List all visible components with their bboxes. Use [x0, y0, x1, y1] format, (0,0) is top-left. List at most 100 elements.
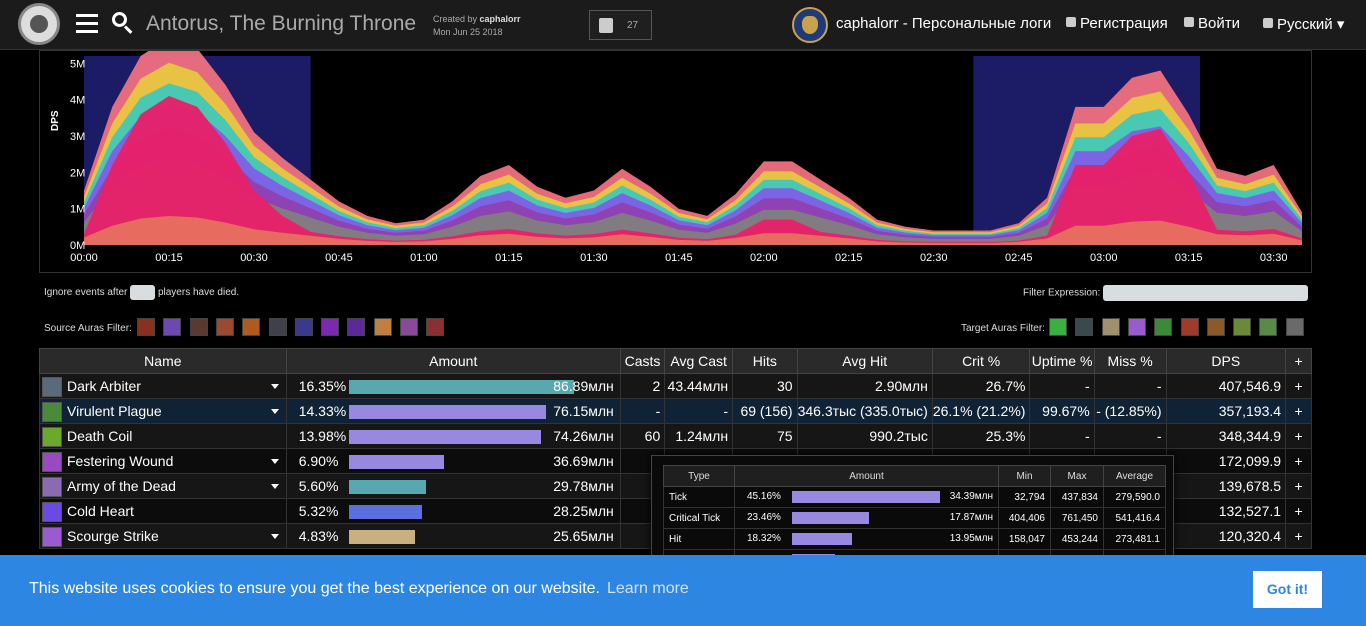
add-row-button[interactable]: +: [1285, 448, 1312, 474]
spell-name[interactable]: Death Coil: [67, 428, 133, 444]
spell-name[interactable]: Scourge Strike: [67, 528, 159, 544]
column-header[interactable]: Crit %: [931, 348, 1031, 374]
source-aura-icon[interactable]: [137, 318, 155, 336]
cookie-learn-more-link[interactable]: Learn more: [607, 580, 689, 597]
ignore-prefix: Ignore events after: [44, 287, 128, 299]
source-aura-icon[interactable]: [321, 318, 340, 336]
spell-name-cell[interactable]: Cold Heart: [39, 498, 287, 524]
source-aura-icon[interactable]: [347, 318, 366, 336]
amount-bar: [348, 505, 422, 519]
death-count-input[interactable]: [130, 285, 156, 300]
spell-name[interactable]: Army of the Dead: [67, 478, 176, 494]
x-tick-label: 00:00: [70, 252, 98, 264]
expand-caret-icon[interactable]: [270, 409, 279, 414]
expand-caret-icon[interactable]: [270, 459, 279, 464]
target-aura-icon[interactable]: [1206, 318, 1225, 336]
source-aura-icon[interactable]: [163, 318, 182, 336]
column-header[interactable]: Hits: [732, 348, 798, 374]
tooltip-amount-cell: 45.16% 34.39млн: [734, 486, 999, 508]
source-aura-icon[interactable]: [242, 318, 261, 336]
tooltip-max: 453,244: [1050, 528, 1104, 550]
spell-name-cell[interactable]: Scourge Strike: [39, 523, 287, 549]
uptime-cell: 99.67%: [1029, 398, 1095, 424]
twitch-button[interactable]: 27: [589, 10, 652, 40]
source-aura-icon[interactable]: [400, 318, 418, 336]
table-row[interactable]: Dark Arbiter 16.35% 86.89млн 2 43.44млн 30 2.9…: [39, 373, 1312, 399]
site-logo-icon[interactable]: [18, 3, 60, 45]
source-aura-icon[interactable]: [426, 318, 445, 336]
source-aura-icon[interactable]: [294, 318, 313, 336]
amount-percent: 5.60%: [298, 478, 339, 494]
menu-icon[interactable]: [76, 14, 98, 34]
target-aura-icon[interactable]: [1180, 318, 1199, 336]
spell-icon: [42, 377, 62, 397]
spell-name[interactable]: Virulent Plague: [67, 403, 162, 419]
tooltip-amount-bar: [792, 491, 940, 503]
table-row[interactable]: Death Coil 13.98% 74.26млн 60 1.24млн 75 990.2…: [39, 423, 1312, 449]
source-aura-icon[interactable]: [268, 318, 287, 336]
avg-cast-cell: -: [664, 398, 734, 424]
expand-caret-icon[interactable]: [270, 384, 279, 389]
source-aura-icon[interactable]: [215, 318, 234, 336]
table-row[interactable]: Virulent Plague 14.33% 76.15млн - -69 (156) 3…: [39, 398, 1312, 424]
search-icon[interactable]: [112, 12, 134, 36]
expand-caret-icon[interactable]: [270, 534, 279, 539]
filter-expression-input[interactable]: [1103, 285, 1309, 301]
column-header[interactable]: Name: [39, 348, 287, 374]
amount-cell: 14.33% 76.15млн: [285, 398, 621, 424]
dps-cell: 357,193.4: [1165, 398, 1287, 424]
login-link[interactable]: Войти: [1184, 15, 1240, 32]
add-row-button[interactable]: +: [1285, 373, 1312, 399]
language-dropdown[interactable]: Русский ▾: [1263, 15, 1344, 33]
target-aura-icon[interactable]: [1285, 318, 1304, 336]
dps-chart-svg[interactable]: 0M 1M 2M 3M 4M 5M 00:00 00:15 00:30 00:45 01:00 01:…: [40, 51, 1313, 274]
add-row-button[interactable]: +: [1285, 523, 1312, 549]
column-header[interactable]: DPS: [1165, 348, 1287, 374]
spell-name-cell[interactable]: Festering Wound: [39, 448, 287, 474]
amount-bar: [348, 380, 574, 394]
add-row-button[interactable]: +: [1285, 473, 1312, 499]
spell-name[interactable]: Dark Arbiter: [67, 378, 141, 394]
spell-name[interactable]: Festering Wound: [67, 453, 174, 469]
tooltip-column-header: Min: [998, 465, 1051, 487]
tooltip-column-header: Max: [1050, 465, 1104, 487]
target-aura-icon[interactable]: [1101, 318, 1120, 336]
add-row-button[interactable]: +: [1285, 498, 1312, 524]
y-tick-label: 5M: [70, 58, 85, 70]
target-aura-icon[interactable]: [1154, 318, 1173, 336]
language-label: Русский: [1277, 16, 1333, 33]
spell-name-cell[interactable]: Dark Arbiter: [39, 373, 287, 399]
spell-name-cell[interactable]: Death Coil: [39, 423, 287, 449]
tooltip-amount-cell: 18.32% 13.95млн: [734, 528, 999, 550]
column-header[interactable]: +: [1285, 348, 1312, 374]
column-header[interactable]: Avg Cast: [664, 348, 734, 374]
target-aura-icon[interactable]: [1075, 318, 1094, 336]
source-aura-icon[interactable]: [189, 318, 208, 336]
column-header[interactable]: Miss %: [1093, 348, 1167, 374]
column-header[interactable]: Avg Hit: [796, 348, 933, 374]
register-link[interactable]: Регистрация: [1066, 15, 1168, 32]
spell-name-cell[interactable]: Army of the Dead: [39, 473, 287, 499]
column-header[interactable]: Uptime %: [1029, 348, 1095, 374]
cookie-accept-button[interactable]: Got it!: [1253, 571, 1322, 608]
guild-crest-icon[interactable]: [792, 7, 828, 43]
column-header[interactable]: Amount: [285, 348, 621, 374]
add-row-button[interactable]: +: [1285, 398, 1312, 424]
column-header[interactable]: Casts: [619, 348, 666, 374]
add-row-button[interactable]: +: [1285, 423, 1312, 449]
spell-name[interactable]: Cold Heart: [67, 503, 134, 519]
guild-logs-link[interactable]: caphalorr - Персональные логи: [836, 15, 1052, 32]
target-aura-icon[interactable]: [1127, 318, 1146, 336]
twitch-icon: [599, 18, 613, 33]
dps-graph[interactable]: 0M 1M 2M 3M 4M 5M 00:00 00:15 00:30 00:45 01:00 01:…: [39, 50, 1312, 273]
created-by-user[interactable]: caphalorr: [479, 14, 521, 24]
tooltip-max: 761,450: [1050, 507, 1104, 529]
target-aura-icon[interactable]: [1233, 318, 1252, 336]
target-aura-icon[interactable]: [1049, 318, 1067, 336]
x-tick-label: 01:45: [665, 252, 693, 264]
source-aura-icon[interactable]: [373, 318, 392, 336]
expand-caret-icon[interactable]: [270, 484, 279, 489]
report-title[interactable]: Antorus, The Burning Throne: [146, 12, 417, 35]
spell-name-cell[interactable]: Virulent Plague: [39, 398, 287, 424]
target-aura-icon[interactable]: [1259, 318, 1278, 336]
